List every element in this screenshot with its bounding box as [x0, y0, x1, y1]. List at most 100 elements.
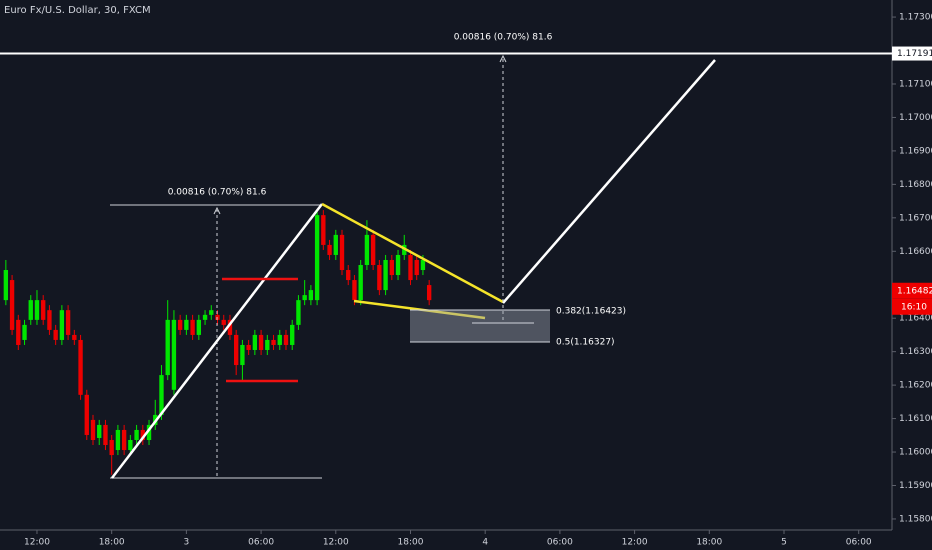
x-tick-label: 06:00	[846, 538, 872, 548]
y-tick-label: 1.16800	[899, 180, 932, 190]
candle-body	[65, 310, 71, 335]
candle-body	[426, 285, 432, 301]
candle-body	[358, 265, 363, 301]
x-tick-label: 12:00	[24, 538, 50, 548]
candle-body	[339, 234, 345, 271]
y-tick-label: 1.16000	[899, 448, 932, 458]
chart-title: Euro Fx/U.S. Dollar, 30, FXCM	[4, 5, 151, 16]
x-tick-label: 12:00	[622, 538, 648, 548]
y-tick-label: 1.17300	[899, 13, 932, 23]
candle-body	[314, 215, 320, 301]
plot-area	[3, 210, 432, 475]
candle-body	[277, 334, 282, 345]
candle-body	[227, 319, 233, 335]
candle-body	[327, 244, 332, 255]
x-tick-label: 12:00	[323, 538, 349, 548]
candle-body	[184, 319, 189, 330]
x-tick-label: 18:00	[398, 538, 424, 548]
projection-line	[502, 59, 716, 304]
candle-body	[258, 334, 264, 350]
y-tick-label: 1.16900	[899, 146, 932, 156]
countdown-tag	[892, 298, 932, 315]
candle-body	[28, 300, 33, 320]
candle-body	[265, 339, 270, 350]
candle-body	[97, 424, 102, 438]
price-line-tag	[892, 46, 932, 61]
arrow-head	[213, 206, 221, 215]
candle-body	[389, 259, 394, 276]
trend-line	[111, 203, 323, 479]
candle-body	[221, 319, 226, 325]
candle-body	[196, 319, 202, 335]
y-tick-label: 1.15900	[899, 481, 932, 491]
y-tick-label: 1.17100	[899, 79, 932, 89]
x-tick-label: 06:00	[547, 538, 573, 548]
candle-body	[41, 300, 46, 320]
last-price-label: 1.16482	[897, 286, 932, 296]
candle-body	[84, 394, 89, 435]
candle-body	[283, 334, 289, 345]
y-tick-label: 1.15800	[899, 514, 932, 524]
x-tick-label: 4	[482, 538, 488, 548]
candle-body	[377, 265, 382, 291]
x-tick-label: 18:00	[696, 538, 722, 548]
x-tick-label: 3	[184, 538, 190, 548]
candle-body	[290, 324, 295, 345]
candle-body	[414, 259, 419, 276]
candle-body	[3, 270, 9, 301]
candle-body	[209, 310, 214, 315]
candle-body	[234, 334, 239, 366]
candle-body	[165, 319, 170, 376]
candle-body	[16, 319, 21, 345]
arrow-head	[499, 54, 507, 63]
candle-body	[121, 429, 127, 451]
candle-body	[109, 439, 114, 456]
y-tick-label: 1.16100	[899, 414, 932, 424]
countdown-label: 16:10	[901, 302, 927, 312]
candle-body	[240, 344, 245, 366]
candle-body	[53, 329, 58, 340]
candle-body	[115, 429, 121, 451]
candle-body	[370, 234, 376, 265]
price-line-label: 1.17191	[897, 49, 932, 59]
candle-body	[333, 234, 338, 255]
candle-body	[103, 424, 108, 446]
candle-body	[246, 344, 251, 350]
y-tick-label: 1.17000	[899, 113, 932, 123]
drawings: 0.00816 (0.70%) 81.6 0.00816 (0.70%) 81.…	[110, 33, 716, 479]
candle-body	[171, 319, 177, 390]
candle-body	[202, 314, 208, 320]
candle-body	[408, 254, 413, 281]
candle-body	[321, 215, 326, 245]
x-tick-label: 18:00	[99, 538, 125, 548]
candle-body	[59, 310, 65, 340]
y-tick-label: 1.16300	[899, 347, 932, 357]
candle-body	[140, 429, 145, 440]
candle-body	[271, 339, 276, 345]
candle-body	[177, 319, 183, 330]
candle-body	[383, 259, 388, 291]
candle-body	[215, 314, 220, 320]
candle-body	[9, 280, 15, 330]
candle-body	[352, 280, 357, 301]
candle-body	[34, 300, 40, 320]
y-tick-label: 1.16400	[899, 314, 932, 324]
candle-body	[364, 234, 370, 265]
y-tick-label: 1.16600	[899, 247, 932, 257]
wedge-line	[321, 202, 504, 304]
candle-body	[47, 310, 52, 330]
candle-body	[22, 324, 27, 340]
candle-body	[159, 375, 164, 415]
fib-label: 0.5(1.16327)	[556, 338, 615, 348]
candle-body	[252, 334, 258, 350]
candle-body	[302, 295, 307, 301]
candle-body	[420, 259, 426, 271]
candle-body	[346, 270, 351, 281]
y-tick-label: 1.16200	[899, 381, 932, 391]
candle-body	[134, 429, 139, 440]
candle-body	[146, 424, 152, 440]
candle-body	[72, 334, 77, 340]
candle-body	[128, 439, 133, 451]
candle-body	[308, 290, 314, 301]
